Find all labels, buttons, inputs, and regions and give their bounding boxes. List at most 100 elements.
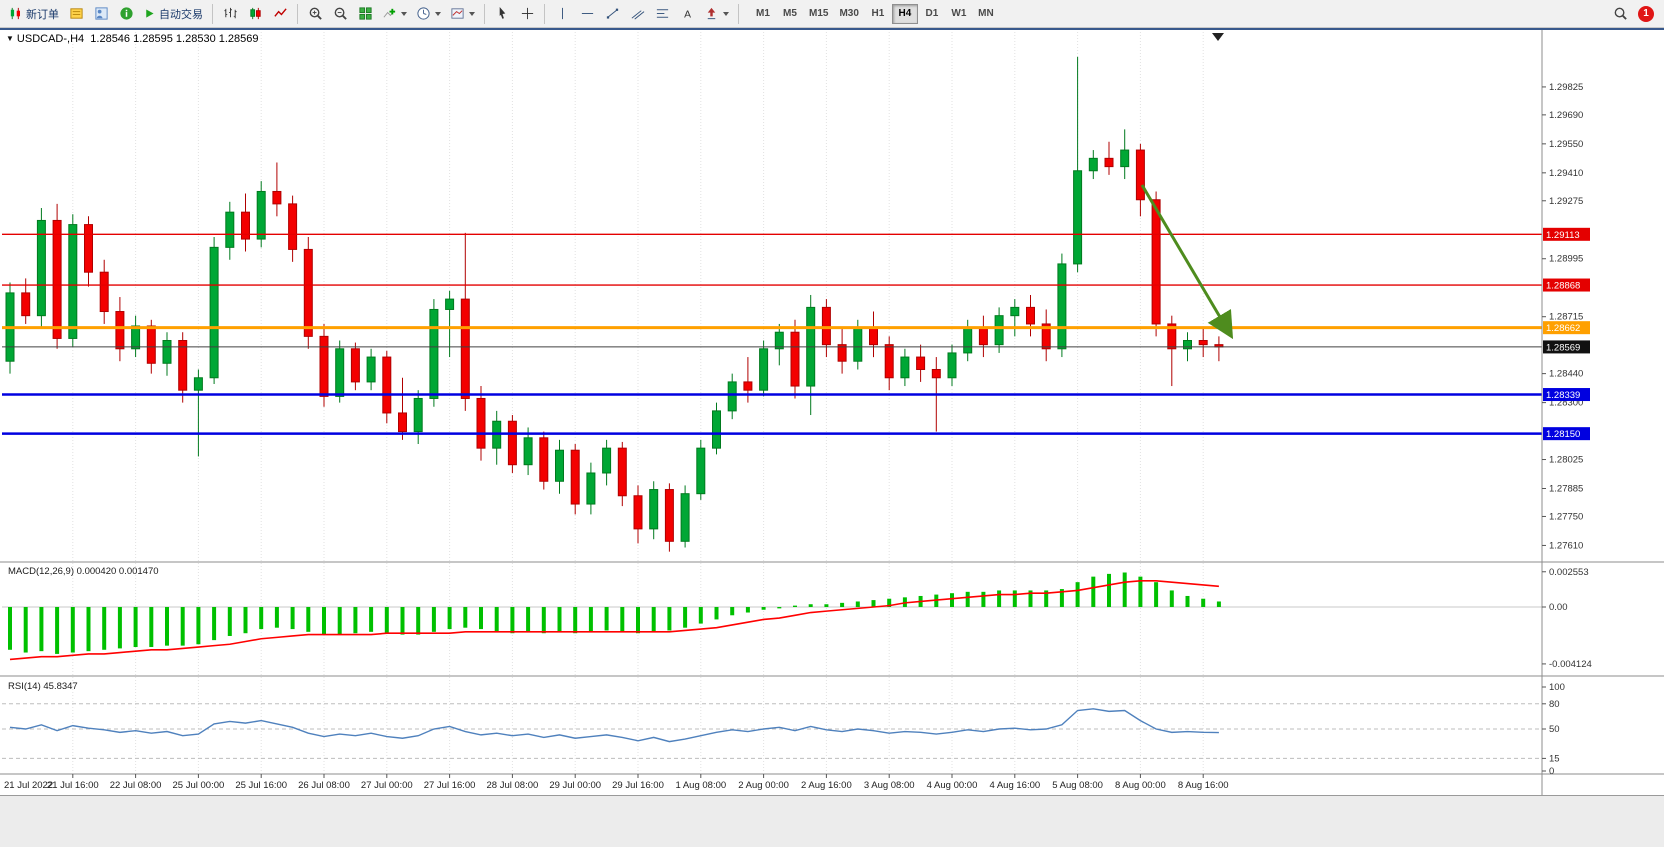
svg-text:27 Jul 00:00: 27 Jul 00:00 — [361, 780, 413, 791]
horizontal-line-tool-button[interactable] — [575, 2, 599, 26]
macd-histogram-bar — [259, 607, 264, 630]
macd-histogram-bar — [1185, 595, 1190, 607]
periods-button[interactable] — [412, 2, 445, 26]
macd-histogram-bar — [212, 607, 217, 641]
svg-text:1.29113: 1.29113 — [1546, 230, 1580, 241]
svg-text:1.28662: 1.28662 — [1546, 323, 1580, 334]
candlestick-chart-button[interactable] — [243, 2, 267, 26]
data-window-icon — [94, 6, 109, 21]
macd-histogram-bar — [274, 607, 279, 628]
candle-down — [476, 397, 486, 449]
macd-signal-line — [9, 579, 1219, 661]
price-level-label — [1543, 321, 1590, 335]
tile-windows-button[interactable] — [353, 2, 377, 26]
macd-histogram-bar — [322, 607, 326, 635]
macd-histogram-bar — [698, 607, 703, 624]
market-watch-button[interactable] — [64, 2, 88, 26]
svg-text:-0.004124: -0.004124 — [1549, 659, 1592, 670]
info-icon — [119, 6, 134, 21]
trend-arrow-annotation[interactable] — [1140, 184, 1234, 340]
timeframe-h1[interactable]: H1 — [865, 4, 891, 24]
macd-histogram-bar — [447, 607, 452, 630]
svg-text:1.29690: 1.29690 — [1549, 110, 1583, 121]
line-chart-button[interactable] — [268, 2, 292, 26]
candle-down — [539, 437, 549, 482]
timeframe-d1[interactable]: D1 — [919, 4, 945, 24]
zoom-in-button[interactable] — [303, 2, 327, 26]
text-tool-button[interactable]: A — [675, 2, 699, 26]
chevron-down-icon — [469, 11, 475, 16]
candle-down — [869, 327, 878, 346]
chart-shift-marker[interactable] — [1212, 33, 1224, 41]
auto-trading-button[interactable]: 自动交易 — [139, 2, 207, 26]
panel-separators[interactable] — [0, 30, 1664, 795]
candle-down — [84, 224, 93, 273]
price-level-label — [1543, 340, 1590, 354]
toolbar-separator — [738, 3, 739, 24]
timeframe-h4[interactable]: H4 — [891, 3, 918, 24]
line-chart-icon — [273, 6, 288, 21]
data-window-button[interactable] — [89, 2, 113, 26]
candle-down — [617, 447, 627, 497]
price-axis[interactable]: 1.29825 1.29690 1.29550 1.29410 1.29275 1.289… — [1542, 82, 1592, 777]
timeframe-m30[interactable]: M30 — [834, 4, 863, 24]
svg-text:25 Jul 00:00: 25 Jul 00:00 — [173, 780, 225, 791]
macd-histogram-bar — [793, 605, 797, 607]
horizontal-line-icon — [580, 6, 595, 21]
templates-button[interactable] — [446, 2, 479, 26]
svg-text:80: 80 — [1549, 699, 1560, 710]
template-icon — [450, 6, 465, 21]
candle-down — [837, 344, 847, 362]
svg-text:0.002553: 0.002553 — [1549, 567, 1589, 578]
navigator-button[interactable] — [114, 2, 138, 26]
channel-tool-button[interactable] — [625, 2, 649, 26]
cursor-button[interactable] — [490, 2, 514, 26]
arrows-tool-button[interactable] — [700, 2, 733, 26]
notification-badge[interactable]: 1 — [1638, 5, 1654, 22]
timeframe-m5[interactable]: M5 — [777, 4, 803, 24]
search-button[interactable] — [1608, 2, 1632, 26]
candle-up — [649, 489, 659, 530]
chevron-down-icon — [723, 11, 729, 16]
indicators-button[interactable] — [378, 2, 411, 26]
timeframe-m1[interactable]: M1 — [750, 4, 776, 24]
candle-up — [900, 356, 910, 379]
new-order-button[interactable]: 新订单 — [4, 2, 63, 26]
toolbar-separator — [297, 3, 298, 24]
new-order-label: 新订单 — [26, 8, 59, 21]
bar-chart-button[interactable] — [218, 2, 242, 26]
macd-histogram-bar — [871, 600, 876, 607]
macd-histogram-bar — [290, 607, 295, 630]
candle-up — [963, 327, 973, 354]
macd-histogram-bar — [997, 590, 1002, 607]
macd-histogram-bar — [761, 607, 766, 610]
price-chart-canvas[interactable]: 1.29825 1.29690 1.29550 1.29410 1.29275 1.289… — [0, 28, 1664, 795]
candle-up — [413, 397, 423, 433]
macd-histogram-bar — [196, 607, 201, 645]
horizontal-level-lines[interactable] — [2, 233, 1542, 435]
macd-histogram-bar — [55, 607, 60, 654]
svg-text:4 Aug 16:00: 4 Aug 16:00 — [989, 780, 1040, 791]
timeframe-w1[interactable]: W1 — [946, 4, 972, 24]
candle-up — [727, 381, 737, 412]
candle-down — [350, 348, 360, 383]
svg-text:8 Aug 16:00: 8 Aug 16:00 — [1178, 780, 1229, 791]
vertical-line-tool-button[interactable] — [550, 2, 574, 26]
fibonacci-tool-button[interactable] — [650, 2, 674, 26]
macd-histogram-bar — [306, 607, 311, 632]
macd-histogram-bar — [384, 607, 389, 634]
timeframe-m15[interactable]: M15 — [804, 4, 833, 24]
svg-text:1.28300: 1.28300 — [1549, 398, 1583, 409]
macd-histogram-bar — [887, 598, 892, 607]
svg-text:1.28025: 1.28025 — [1549, 455, 1583, 466]
candle-down — [21, 292, 31, 317]
svg-text:5 Aug 08:00: 5 Aug 08:00 — [1052, 780, 1103, 791]
trendline-tool-button[interactable] — [600, 2, 624, 26]
zoom-out-button[interactable] — [328, 2, 352, 26]
crosshair-button[interactable] — [515, 2, 539, 26]
timeframe-mn[interactable]: MN — [973, 4, 999, 24]
macd-histogram-bar — [651, 607, 656, 632]
candle-up — [994, 315, 1004, 346]
svg-text:21 Jul 2022: 21 Jul 2022 — [4, 780, 53, 791]
